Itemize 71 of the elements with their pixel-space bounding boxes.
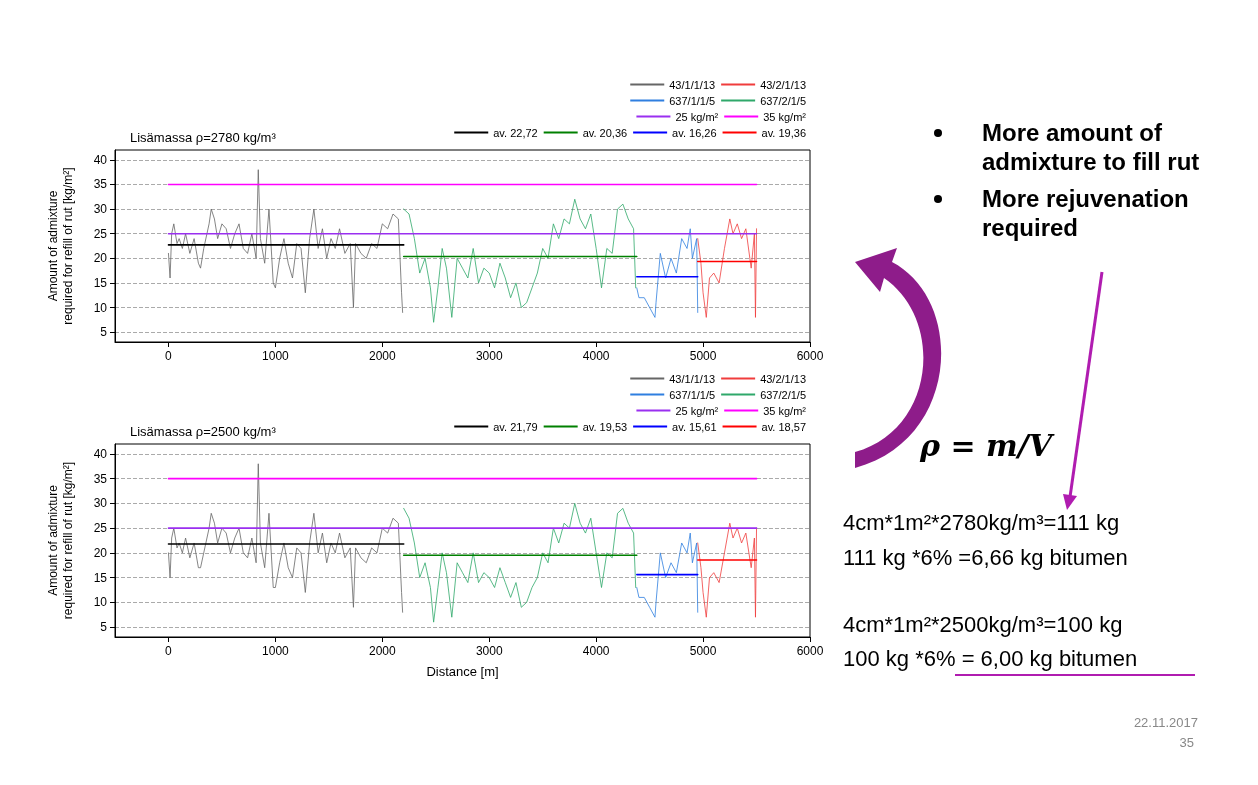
text: 4cm*1m²*2500kg/m³=100 kg — [843, 612, 1123, 638]
x-tick-label: 1000 — [262, 644, 290, 658]
line-series — [636, 228, 699, 318]
x-tick-label: 6000 — [796, 349, 824, 363]
x-tick-label: 0 — [165, 349, 173, 363]
y-tick-label: 40 — [93, 446, 108, 461]
y-tick-label: 5 — [100, 325, 108, 340]
y-tick-label: 30 — [93, 202, 108, 217]
line-series — [697, 218, 757, 318]
y-tick-label: 15 — [93, 275, 108, 290]
legend-label: av. 22,72 — [493, 126, 538, 139]
y-tick-label: 40 — [93, 152, 108, 167]
legend-label: av. 21,79 — [493, 420, 538, 433]
x-tick-label: 0 — [165, 644, 173, 658]
text: More rejuvenation required — [982, 184, 1190, 242]
legend-label: 25 kg/m² — [675, 110, 719, 123]
x-tick-label: 5000 — [689, 349, 717, 363]
y-tick-label: 15 — [93, 570, 108, 585]
line-series — [403, 198, 637, 323]
legend-label: av. 16,26 — [672, 126, 717, 139]
y-tick-label: 35 — [93, 471, 108, 486]
y-tick-label: 35 — [93, 177, 108, 192]
legend-label: 35 kg/m² — [763, 110, 807, 123]
line-series — [636, 532, 699, 618]
legend-label: 25 kg/m² — [675, 404, 719, 417]
text: 22.11.2017 — [1133, 715, 1198, 730]
text: 111 kg *6% =6,66 kg bitumen — [843, 545, 1128, 571]
chart-title: Lisämassa ρ=2780 kg/m³ — [130, 130, 277, 145]
line-series — [697, 522, 757, 618]
line-series — [168, 169, 404, 313]
legend-label: av. 19,53 — [582, 420, 628, 433]
y-tick-label: 30 — [93, 496, 108, 511]
text: 35 — [1179, 735, 1194, 750]
text: 100 kg *6% = 6,00 kg bitumen — [843, 646, 1138, 672]
y-axis-title: Amount of admixture required for refill of rut [kg/m²] — [45, 461, 75, 620]
legend-label: 637/1/1/5 — [669, 94, 716, 107]
legend-label: 43/2/1/13 — [760, 372, 806, 385]
legend-label: 35 kg/m² — [763, 404, 807, 417]
x-tick-label: 2000 — [368, 644, 396, 658]
y-tick-label: 20 — [93, 251, 108, 266]
y-tick-label: 10 — [93, 595, 108, 610]
x-tick-label: 4000 — [582, 644, 610, 658]
x-axis-title: Distance [m] — [426, 664, 499, 679]
y-tick-label: 25 — [93, 226, 108, 241]
legend-label: 637/1/1/5 — [669, 388, 716, 401]
x-tick-label: 1000 — [262, 349, 290, 363]
line-series — [168, 463, 404, 613]
y-tick-label: 25 — [93, 521, 108, 536]
legend-label: 43/1/1/13 — [669, 78, 716, 91]
y-tick-label: 10 — [93, 300, 108, 315]
legend-label: 43/2/1/13 — [760, 78, 806, 91]
legend-label: 637/2/1/5 — [760, 94, 806, 107]
legend-label: av. 20,36 — [582, 126, 628, 139]
y-tick-label: 20 — [93, 545, 108, 560]
x-tick-label: 3000 — [475, 349, 503, 363]
y-tick-label: 5 — [100, 620, 108, 635]
legend-label: av. 19,36 — [761, 126, 807, 139]
line-series — [403, 502, 637, 623]
x-tick-label: 6000 — [796, 644, 824, 658]
y-axis-title: Amount of admixture required for refill of rut [kg/m²] — [45, 167, 75, 325]
x-tick-label: 4000 — [582, 349, 610, 363]
text: More amount of admixture to fill rut — [982, 118, 1201, 176]
legend-label: 637/2/1/5 — [760, 388, 806, 401]
legend-label: 43/1/1/13 — [669, 372, 716, 385]
x-tick-label: 3000 — [475, 644, 503, 658]
chart-title: Lisämassa ρ=2500 kg/m³ — [130, 424, 277, 439]
text: 4cm*1m²*2780kg/m³=111 kg — [843, 510, 1120, 536]
legend-label: av. 18,57 — [761, 420, 807, 433]
x-tick-label: 5000 — [689, 644, 717, 658]
legend-label: av. 15,61 — [672, 420, 717, 433]
x-tick-label: 2000 — [368, 349, 396, 363]
